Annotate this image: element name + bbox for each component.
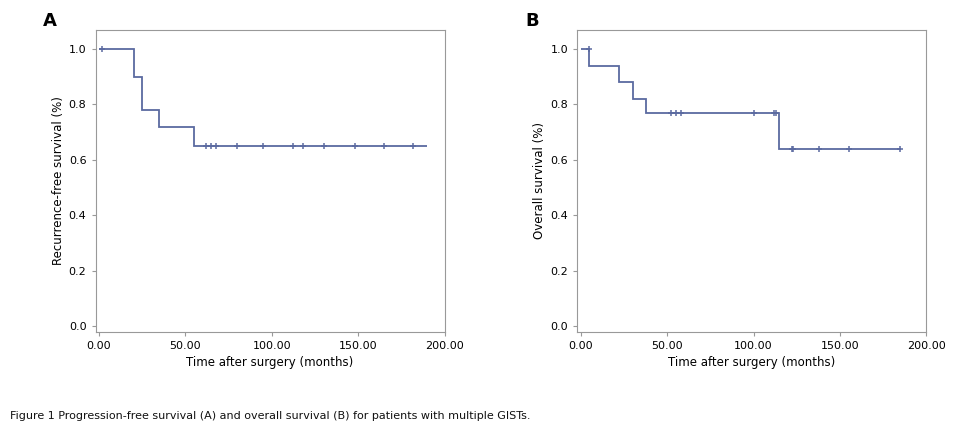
X-axis label: Time after surgery (months): Time after surgery (months) (668, 356, 836, 369)
Y-axis label: Overall survival (%): Overall survival (%) (533, 122, 546, 239)
Text: B: B (525, 11, 539, 30)
X-axis label: Time after surgery (months): Time after surgery (months) (186, 356, 353, 369)
Text: A: A (43, 11, 57, 30)
Text: Figure 1 Progression-free survival (A) and overall survival (B) for patients wit: Figure 1 Progression-free survival (A) a… (10, 411, 530, 421)
Y-axis label: Recurrence-free survival (%): Recurrence-free survival (%) (52, 96, 65, 265)
